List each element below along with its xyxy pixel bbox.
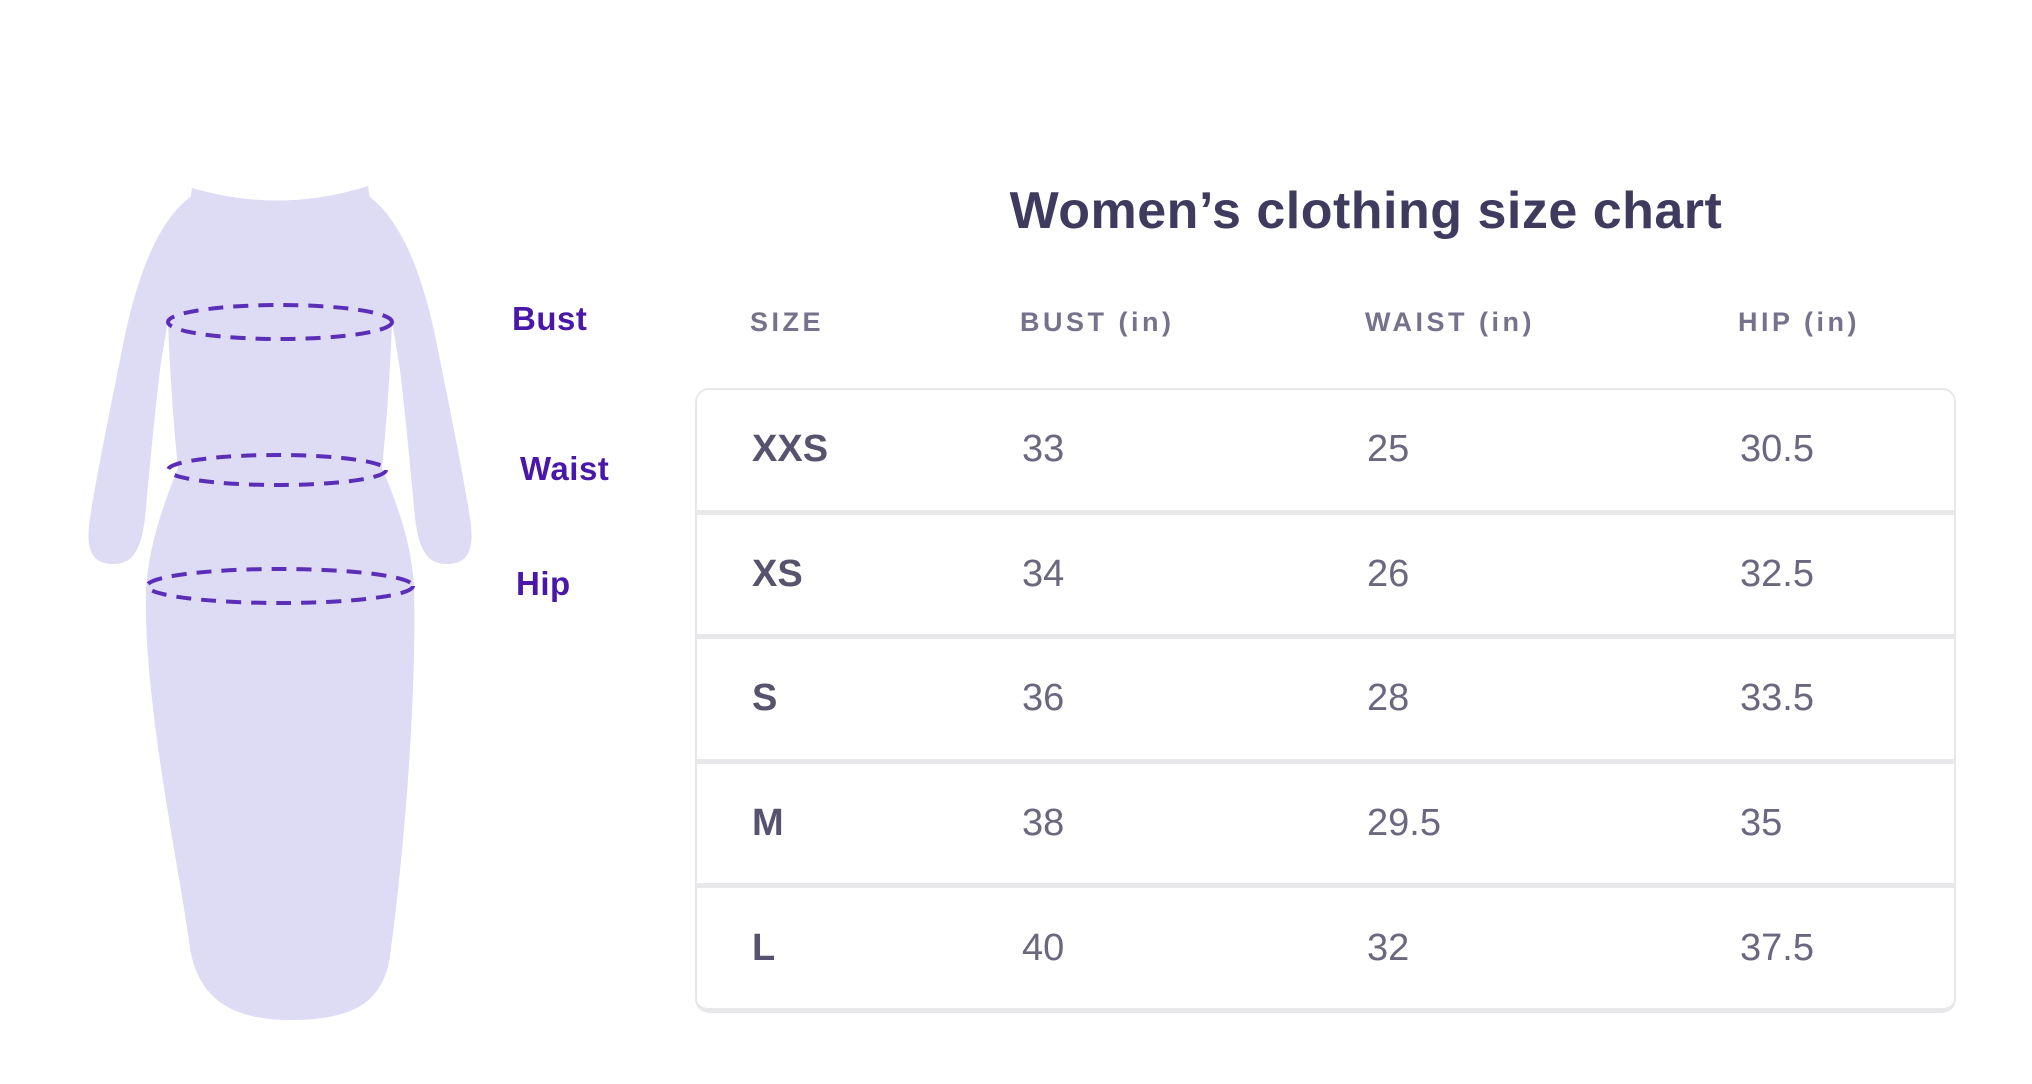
bust-value: 33 bbox=[1022, 428, 1065, 471]
size-value: S bbox=[752, 677, 778, 720]
table-header-row: SIZE BUST (in) WAIST (in) HIP (in) bbox=[695, 297, 2011, 347]
dress-left-sleeve bbox=[88, 192, 198, 564]
page-title: Women’s clothing size chart bbox=[1009, 181, 1723, 240]
column-header-waist: WAIST (in) bbox=[1365, 306, 1535, 337]
waist-value: 26 bbox=[1367, 552, 1410, 595]
table-row: S 36 28 33.5 bbox=[697, 634, 1954, 759]
hip-value: 30.5 bbox=[1740, 428, 1814, 471]
waist-label: Waist bbox=[520, 450, 610, 487]
column-header-size: SIZE bbox=[750, 306, 825, 337]
waist-value: 32 bbox=[1367, 926, 1410, 969]
table-row: XXS 33 25 30.5 bbox=[697, 390, 1954, 510]
bust-measurement-ellipse bbox=[166, 303, 394, 341]
bust-value: 38 bbox=[1022, 802, 1065, 845]
waist-measurement-ellipse bbox=[166, 453, 388, 487]
hip-value: 32.5 bbox=[1740, 552, 1814, 595]
hip-value: 33.5 bbox=[1740, 677, 1814, 720]
size-table: XXS 33 25 30.5 XS 34 26 32.5 S 36 28 33.… bbox=[695, 388, 1956, 1013]
dress-illustration bbox=[88, 186, 472, 1021]
size-value: XXS bbox=[752, 428, 829, 471]
bust-value: 40 bbox=[1022, 926, 1065, 969]
column-header-bust: BUST (in) bbox=[1020, 306, 1175, 337]
size-value: M bbox=[752, 802, 784, 845]
hip-value: 35 bbox=[1740, 802, 1783, 845]
bust-value: 36 bbox=[1022, 677, 1065, 720]
size-value: L bbox=[752, 926, 776, 969]
dress-right-sleeve bbox=[362, 192, 472, 564]
size-value: XS bbox=[752, 552, 803, 595]
hip-label: Hip bbox=[516, 565, 571, 602]
table-row: M 38 29.5 35 bbox=[697, 758, 1954, 884]
waist-value: 28 bbox=[1367, 677, 1410, 720]
bust-label: Bust bbox=[512, 300, 588, 337]
hip-value: 37.5 bbox=[1740, 926, 1814, 969]
table-row: L 40 32 37.5 bbox=[697, 883, 1954, 1008]
waist-value: 25 bbox=[1367, 428, 1410, 471]
bust-value: 34 bbox=[1022, 552, 1065, 595]
waist-value: 29.5 bbox=[1367, 802, 1441, 845]
column-header-hip: HIP (in) bbox=[1738, 306, 1860, 337]
hip-measurement-ellipse bbox=[145, 567, 415, 605]
table-row: XS 34 26 32.5 bbox=[697, 509, 1954, 635]
